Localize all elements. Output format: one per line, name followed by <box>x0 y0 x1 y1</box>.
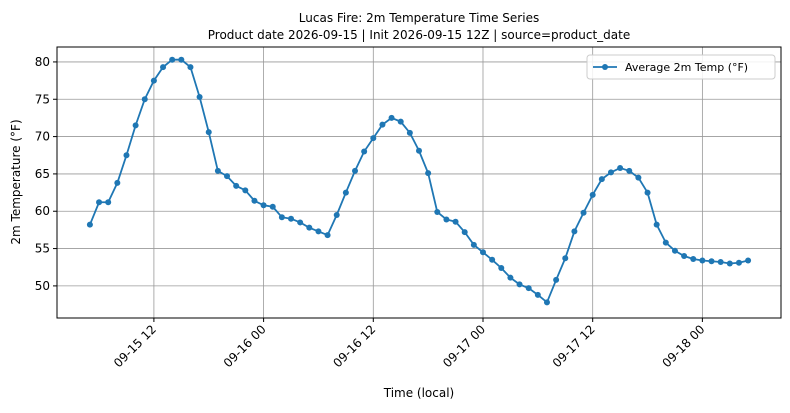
data-point <box>525 285 532 292</box>
data-point <box>342 189 349 196</box>
data-point <box>205 129 212 136</box>
data-point <box>397 118 404 125</box>
data-point <box>132 122 139 129</box>
data-point <box>580 209 587 216</box>
data-point <box>178 56 185 63</box>
data-point <box>416 147 422 154</box>
y-axis-label: 2m Temperature (°F) <box>9 119 23 244</box>
data-point <box>516 281 523 288</box>
data-point <box>461 229 468 236</box>
data-point <box>690 256 697 263</box>
data-point <box>169 56 176 63</box>
x-tick-label: 09-15 12 <box>111 322 159 370</box>
data-point <box>306 224 313 231</box>
data-point <box>662 239 669 246</box>
y-tick-label: 80 <box>35 55 50 69</box>
data-point <box>315 228 322 235</box>
data-point <box>96 199 103 206</box>
data-point <box>681 253 688 260</box>
data-point <box>443 216 450 223</box>
data-point <box>534 291 541 298</box>
data-point <box>543 299 550 306</box>
x-tick-label: 09-17 12 <box>550 322 598 370</box>
data-point <box>224 173 231 180</box>
plot-frame <box>56 46 782 319</box>
data-point <box>324 232 331 239</box>
data-point <box>379 121 386 128</box>
data-point <box>434 208 441 215</box>
data-point <box>699 257 706 264</box>
x-tick-label: 09-16 12 <box>330 322 378 370</box>
data-point <box>607 169 614 176</box>
y-tick-label: 50 <box>35 279 50 293</box>
data-point <box>479 249 486 256</box>
data-point <box>333 211 340 218</box>
legend: Average 2m Temp (°F) <box>586 54 776 80</box>
y-tick-label: 60 <box>35 204 50 218</box>
data-point <box>452 218 459 225</box>
data-point <box>489 256 496 263</box>
data-point <box>635 174 642 181</box>
data-point <box>352 167 359 174</box>
y-tick-label: 55 <box>35 242 50 256</box>
data-point <box>735 259 742 266</box>
legend-label: Average 2m Temp (°F) <box>625 61 748 74</box>
x-axis-label: Time (local) <box>383 386 455 400</box>
data-point <box>717 259 724 266</box>
data-point <box>288 215 295 222</box>
data-point <box>105 199 112 206</box>
x-tick-label: 09-18 00 <box>659 322 707 370</box>
data-point <box>214 167 221 174</box>
data-point <box>86 221 93 228</box>
data-point <box>123 152 130 159</box>
data-point <box>370 135 377 142</box>
data-point <box>571 228 578 235</box>
chart-subtitle: Product date 2026-09-15 | Init 2026-09-1… <box>208 28 631 42</box>
data-point <box>141 96 148 103</box>
data-point <box>617 164 624 171</box>
data-point <box>425 170 432 177</box>
legend-marker <box>602 64 608 70</box>
data-point <box>653 221 660 228</box>
data-point <box>187 64 194 71</box>
data-point <box>745 257 752 264</box>
data-point <box>553 276 560 283</box>
legend-box <box>586 54 776 80</box>
y-tick-label: 70 <box>35 130 50 144</box>
data-point <box>251 197 258 204</box>
data-point <box>361 148 368 155</box>
data-point <box>406 129 413 136</box>
data-point <box>269 203 276 210</box>
data-point <box>644 189 651 196</box>
data-point <box>507 274 514 281</box>
data-point <box>726 260 733 267</box>
data-point <box>242 187 249 194</box>
data-point <box>196 94 203 101</box>
data-point <box>626 167 633 174</box>
series-line <box>89 58 749 304</box>
data-point <box>470 241 477 248</box>
data-point <box>150 77 157 84</box>
x-tick-label: 09-16 00 <box>221 322 269 370</box>
data-point <box>388 114 395 121</box>
x-tick-label: 09-17 00 <box>440 322 488 370</box>
data-point <box>233 182 240 189</box>
data-point <box>598 176 605 183</box>
data-point <box>160 64 167 71</box>
chart-title: Lucas Fire: 2m Temperature Time Series <box>299 11 539 25</box>
data-point <box>278 214 285 221</box>
y-tick-label: 75 <box>35 92 50 106</box>
data-point <box>260 202 267 209</box>
data-point <box>297 219 304 226</box>
data-point <box>671 247 678 254</box>
data-point <box>114 179 121 186</box>
data-point <box>589 191 596 198</box>
data-point <box>498 264 505 271</box>
data-point <box>708 258 715 265</box>
data-point <box>562 255 569 262</box>
y-tick-label: 65 <box>35 167 50 181</box>
